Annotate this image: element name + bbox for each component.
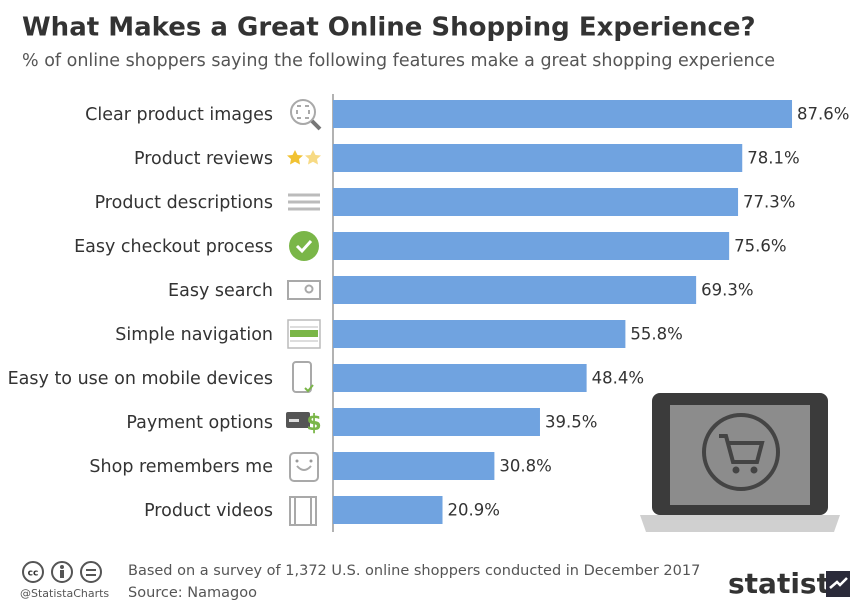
icon-mobile xyxy=(292,361,314,393)
category-label: Simple navigation xyxy=(115,325,273,345)
value-label: 39.5% xyxy=(545,413,597,432)
source: Source: Namagoo xyxy=(128,585,257,601)
bar xyxy=(333,232,730,260)
icon-remembers xyxy=(289,452,319,482)
category-label: Clear product images xyxy=(85,105,273,125)
icon-descriptions xyxy=(288,193,320,211)
value-label: 20.9% xyxy=(448,501,500,520)
category-label: Product descriptions xyxy=(95,193,273,213)
icon-images xyxy=(290,99,322,131)
laptop-illustration xyxy=(640,393,840,532)
bar xyxy=(333,276,697,304)
handle: @StatistaCharts xyxy=(20,587,109,600)
bar xyxy=(333,408,540,436)
bar xyxy=(333,364,587,392)
icon-reviews xyxy=(287,150,321,165)
category-label: Easy to use on mobile devices xyxy=(8,369,273,389)
bar xyxy=(333,188,739,216)
note: Based on a survey of 1,372 U.S. online s… xyxy=(128,563,700,579)
value-label: 87.6% xyxy=(797,105,849,124)
svg-text:cc: cc xyxy=(28,569,39,579)
bar xyxy=(333,144,743,172)
icon-videos xyxy=(289,496,317,526)
value-label: 69.3% xyxy=(701,281,753,300)
icon-search xyxy=(287,280,321,300)
value-label: 55.8% xyxy=(630,325,682,344)
value-label: 48.4% xyxy=(592,369,644,388)
icon-checkout xyxy=(289,231,319,261)
value-label: 75.6% xyxy=(734,237,786,256)
value-label: 78.1% xyxy=(747,149,799,168)
category-label: Product reviews xyxy=(134,149,273,169)
chart-title: What Makes a Great Online Shopping Exper… xyxy=(22,13,756,43)
bar xyxy=(333,320,626,348)
icon-payment: $ xyxy=(286,411,322,436)
brand-mark xyxy=(826,571,850,597)
category-label: Shop remembers me xyxy=(89,457,273,477)
svg-text:$: $ xyxy=(306,411,321,436)
license-icons: cc xyxy=(22,561,102,583)
category-label: Payment options xyxy=(126,413,273,433)
category-label: Product videos xyxy=(144,501,273,521)
category-label: Easy checkout process xyxy=(74,237,273,257)
chart-subtitle: % of online shoppers saying the followin… xyxy=(22,51,775,71)
icon-navigation xyxy=(287,319,321,349)
bar xyxy=(333,496,443,524)
bar xyxy=(333,100,793,128)
row-icons: $ xyxy=(286,99,322,526)
category-label: Easy search xyxy=(168,281,273,301)
value-label: 30.8% xyxy=(499,457,551,476)
bar xyxy=(333,452,495,480)
value-label: 77.3% xyxy=(743,193,795,212)
